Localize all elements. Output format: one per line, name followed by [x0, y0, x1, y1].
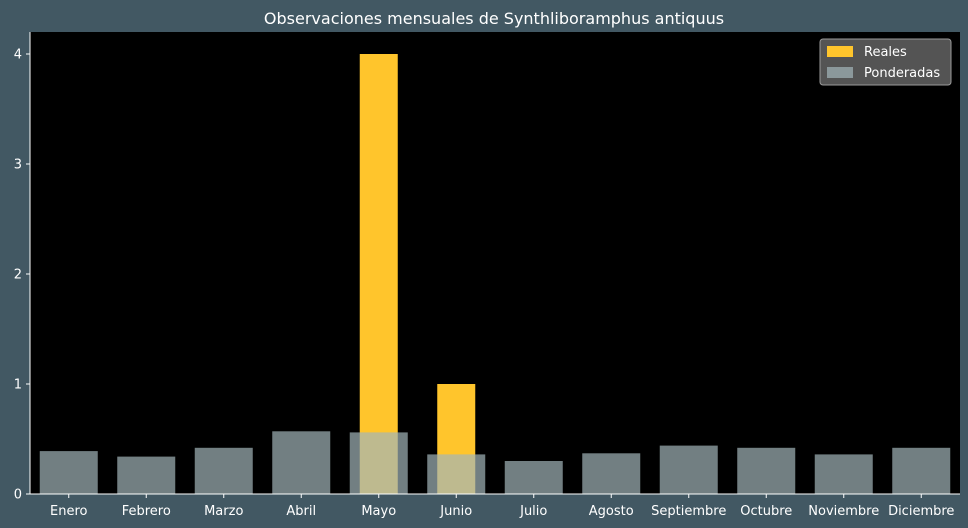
x-tick-label: Mayo [361, 504, 396, 519]
bar-ponderadas-febrero [117, 456, 176, 494]
legend-label-ponderadas: Ponderadas [864, 66, 940, 81]
bar-ponderadas-septiembre [659, 445, 718, 494]
legend-label-reales: Reales [864, 45, 907, 60]
bar-ponderadas-abril [272, 431, 331, 494]
bar-ponderadas-octubre [737, 447, 796, 494]
y-tick-label: 3 [14, 158, 22, 173]
x-tick-label: Febrero [122, 504, 171, 519]
y-tick-label: 4 [14, 48, 22, 63]
series-ponderadas [39, 431, 951, 494]
x-tick-label: Marzo [204, 504, 243, 519]
y-tick-label: 0 [14, 488, 22, 503]
y-tick-label: 2 [14, 268, 22, 283]
bar-ponderadas-marzo [194, 447, 253, 494]
bar-ponderadas-diciembre [892, 447, 951, 494]
x-tick-label: Abril [286, 504, 316, 519]
x-tick-label: Octubre [740, 504, 792, 519]
bar-ponderadas-junio [427, 454, 486, 494]
chart-title: Observaciones mensuales de Synthliboramp… [264, 9, 724, 28]
x-tick-label: Noviembre [808, 504, 879, 519]
legend-swatch-reales [827, 46, 853, 57]
x-tick-label: Agosto [589, 504, 634, 519]
plot-area [30, 32, 960, 494]
y-axis: 0 1 2 3 4 [14, 32, 31, 503]
bar-ponderadas-mayo [349, 432, 408, 494]
x-tick-label: Septiembre [651, 504, 726, 519]
bar-ponderadas-agosto [582, 453, 641, 494]
series-reales [359, 54, 476, 494]
x-tick-label: Julio [519, 504, 547, 519]
bar-reales-mayo [359, 54, 398, 494]
y-tick-label: 1 [14, 378, 22, 393]
x-tick-label: Junio [439, 504, 472, 519]
bar-ponderadas-enero [39, 451, 98, 494]
bar-ponderadas-noviembre [814, 454, 873, 494]
bar-ponderadas-julio [504, 461, 563, 494]
legend: Reales Ponderadas [819, 38, 952, 86]
legend-swatch-ponderadas [827, 67, 853, 78]
x-tick-label: Diciembre [888, 504, 954, 519]
x-axis: Enero Febrero Marzo Abril Mayo Junio Julio Agos… [30, 493, 960, 519]
x-tick-label: Enero [50, 504, 88, 519]
